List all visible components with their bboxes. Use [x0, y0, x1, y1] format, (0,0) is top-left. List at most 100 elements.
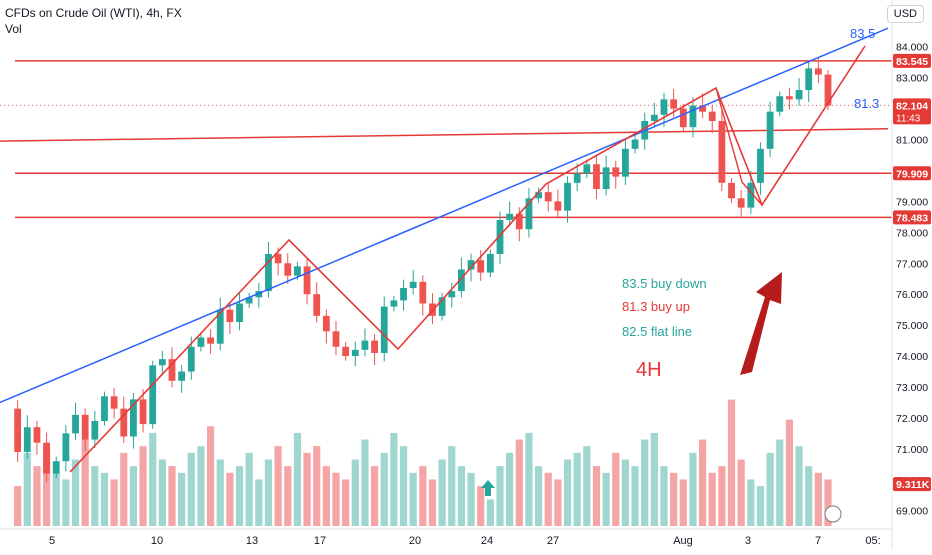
candle-body	[168, 359, 176, 381]
y-tick-label: 74.000	[896, 351, 928, 363]
volume-bar	[409, 472, 417, 526]
candle-body	[506, 213, 514, 220]
x-tick-label: 24	[481, 535, 493, 547]
candle-body	[33, 427, 41, 443]
candle-body	[294, 266, 301, 276]
volume-bar	[795, 446, 803, 526]
x-tick-label: Aug	[673, 535, 693, 547]
candle-body	[332, 331, 340, 347]
up-arrow	[740, 272, 782, 375]
candle-body	[564, 182, 571, 211]
volume-bar	[245, 452, 253, 526]
volume-label: Vol	[5, 22, 22, 36]
volume-bar	[42, 446, 51, 526]
volume-bar	[216, 459, 224, 526]
x-tick-label: 13	[246, 535, 258, 547]
volume-bar	[197, 446, 205, 526]
candle-body	[612, 167, 620, 177]
candle-body	[390, 300, 398, 307]
volume-bar	[81, 439, 89, 526]
candle-body	[158, 359, 166, 366]
x-tick-label: 3	[745, 535, 751, 547]
volume-bar	[544, 472, 552, 526]
candle-body	[207, 337, 214, 344]
volume-bar	[264, 459, 273, 526]
line-tag: 83.5	[850, 26, 875, 41]
x-tick-label: 7	[815, 535, 821, 547]
candle-body	[14, 408, 22, 452]
candle-body	[149, 365, 157, 425]
candle-body	[583, 164, 591, 174]
volume-bar	[486, 499, 494, 526]
y-tick-label: 77.000	[896, 258, 928, 270]
candle-body	[786, 96, 793, 100]
volume-bar	[573, 452, 581, 526]
volume-bar	[467, 472, 475, 526]
candle-body	[554, 201, 562, 211]
volume-bar	[284, 466, 292, 526]
volume-bar	[785, 419, 794, 526]
volume-bar	[776, 439, 784, 526]
volume-bar	[14, 486, 22, 526]
volume-bar	[33, 466, 41, 526]
candle-body	[342, 346, 350, 357]
currency-button[interactable]: USD	[886, 5, 924, 23]
candle-body	[757, 148, 764, 183]
price-label-bg	[893, 53, 931, 68]
candle-body	[274, 253, 282, 264]
candle-body	[515, 213, 523, 230]
volume-bar	[477, 486, 485, 526]
volume-bar	[168, 466, 176, 526]
candle-body	[689, 105, 697, 128]
y-tick-label: 76.000	[896, 289, 928, 301]
volume-bar	[534, 466, 543, 526]
volume-bar	[525, 432, 533, 526]
candle-body	[486, 253, 494, 273]
volume-bar	[805, 466, 813, 526]
sloped-support-line	[0, 127, 889, 142]
candle-body	[718, 120, 726, 183]
volume-bar	[698, 439, 707, 526]
volume-bar	[496, 466, 504, 526]
volume-bar	[370, 466, 379, 526]
y-tick-label: 69.000	[896, 506, 928, 518]
volume-bar	[100, 472, 109, 526]
volume-bar	[158, 459, 166, 526]
volume-bar	[62, 479, 70, 526]
candle-body	[535, 192, 542, 199]
candle-body	[62, 433, 70, 462]
volume-bar	[303, 452, 311, 526]
price-label-bg	[893, 166, 931, 181]
candle-body	[409, 281, 417, 289]
volume-bar	[129, 466, 138, 526]
candle-body	[236, 303, 243, 323]
candle-body	[525, 198, 533, 230]
price-label-bg	[893, 98, 931, 125]
volume-bar	[91, 466, 99, 526]
price-label-bg	[893, 210, 931, 225]
candle-body	[766, 111, 774, 149]
candle-body	[371, 340, 378, 353]
volume-bar	[255, 479, 263, 526]
volume-bar	[554, 479, 562, 526]
volume-bar	[390, 432, 398, 526]
x-tick-label: 10	[151, 535, 163, 547]
lightning-icon	[824, 505, 842, 523]
volume-bar	[506, 452, 514, 526]
candle-body	[197, 337, 205, 347]
volume-bar	[110, 479, 118, 526]
candle-body	[351, 349, 359, 357]
volume-bar	[428, 479, 437, 526]
candle-body	[496, 219, 504, 254]
x-tick-label: 05:	[865, 535, 880, 547]
volume-bar	[187, 452, 195, 526]
y-tick-label: 79.000	[896, 196, 928, 208]
candle-body	[361, 340, 369, 350]
y-tick-label: 83.000	[896, 73, 928, 85]
candle-body	[255, 291, 263, 298]
volume-bar	[351, 459, 359, 526]
candle-body	[23, 427, 31, 452]
candle-body	[245, 297, 253, 304]
